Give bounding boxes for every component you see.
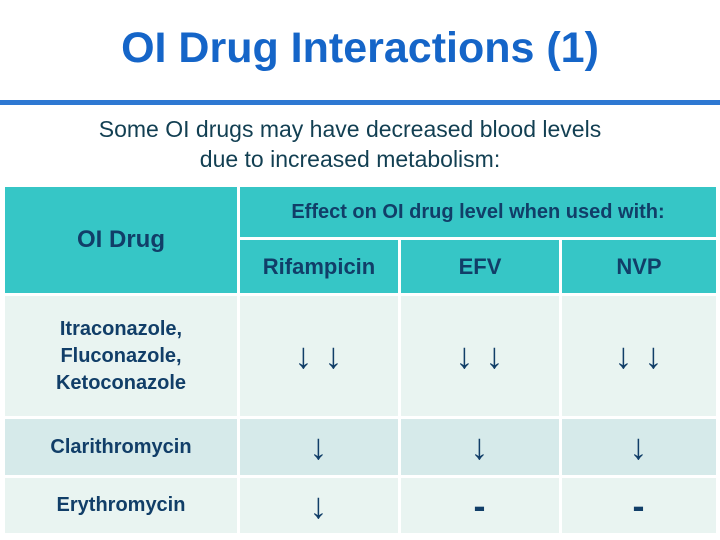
drug-name-erythromycin: Erythromycin [5,478,237,533]
slide-subtitle: Some OI drugs may have decreased blood l… [98,116,602,172]
oi-drug-column-header: OI Drug [5,187,237,293]
column-header-rifampicin: Rifampicin [240,240,398,293]
effect-banner-header: Effect on OI drug level when used with: [240,187,716,237]
effect-azoles-rifampicin: ↓ ↓ [240,296,398,416]
drug-interactions-table: OI Drug Effect on OI drug level when use… [5,187,716,533]
effect-erythromycin-efv: - [401,478,559,533]
effect-azoles-efv: ↓ ↓ [401,296,559,416]
drug-name-azoles: Itraconazole, Fluconazole, Ketoconazole [5,296,237,416]
slide-title: OI Drug Interactions (1) [121,24,599,72]
effect-azoles-nvp: ↓ ↓ [562,296,716,416]
effect-erythromycin-rifampicin: ↓ [240,478,398,533]
column-header-nvp: NVP [562,240,716,293]
effect-clarithromycin-efv: ↓ [401,419,559,475]
column-header-efv: EFV [401,240,559,293]
effect-clarithromycin-nvp: ↓ [562,419,716,475]
effect-erythromycin-nvp: - [562,478,716,533]
drug-name-clarithromycin: Clarithromycin [5,419,237,475]
title-divider-rule [0,100,720,105]
effect-clarithromycin-rifampicin: ↓ [240,419,398,475]
